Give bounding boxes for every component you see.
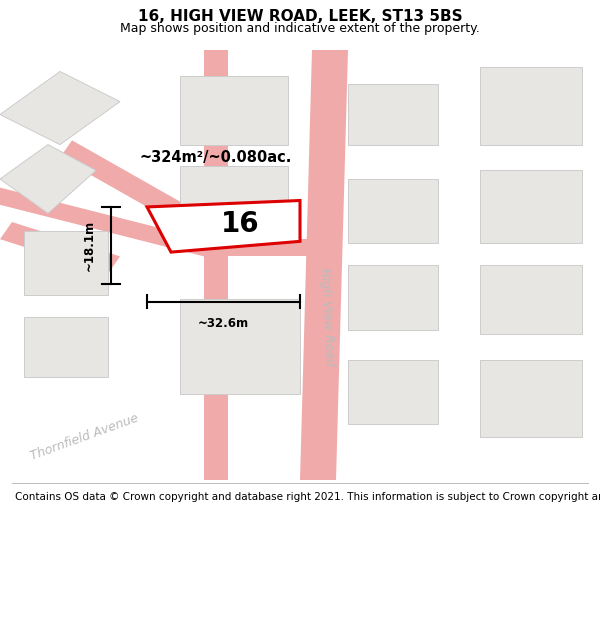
Polygon shape [348, 265, 438, 329]
Polygon shape [348, 359, 438, 424]
Polygon shape [480, 68, 582, 144]
Polygon shape [180, 166, 288, 231]
Text: 16, HIGH VIEW ROAD, LEEK, ST13 5BS: 16, HIGH VIEW ROAD, LEEK, ST13 5BS [137, 9, 463, 24]
Text: 16: 16 [221, 210, 259, 238]
Text: ~324m²/~0.080ac.: ~324m²/~0.080ac. [140, 150, 292, 165]
Polygon shape [480, 359, 582, 437]
Polygon shape [147, 201, 300, 252]
Polygon shape [0, 71, 120, 144]
Polygon shape [204, 239, 312, 256]
Polygon shape [204, 248, 228, 480]
Polygon shape [348, 84, 438, 144]
Polygon shape [180, 299, 300, 394]
Polygon shape [60, 140, 216, 239]
Polygon shape [0, 222, 120, 274]
Polygon shape [480, 265, 582, 334]
Text: Map shows position and indicative extent of the property.: Map shows position and indicative extent… [120, 22, 480, 35]
Polygon shape [0, 188, 204, 256]
Polygon shape [480, 171, 582, 244]
Polygon shape [180, 76, 288, 144]
Text: Contains OS data © Crown copyright and database right 2021. This information is : Contains OS data © Crown copyright and d… [15, 492, 600, 502]
Polygon shape [300, 50, 348, 480]
Polygon shape [348, 179, 438, 244]
Polygon shape [24, 317, 108, 377]
Text: ~32.6m: ~32.6m [198, 317, 249, 329]
Text: High View Road: High View Road [318, 267, 336, 366]
Polygon shape [204, 50, 228, 248]
Text: ~18.1m: ~18.1m [83, 220, 96, 271]
Polygon shape [24, 231, 108, 295]
Polygon shape [0, 144, 96, 213]
Text: Thornfield Avenue: Thornfield Avenue [28, 411, 140, 462]
